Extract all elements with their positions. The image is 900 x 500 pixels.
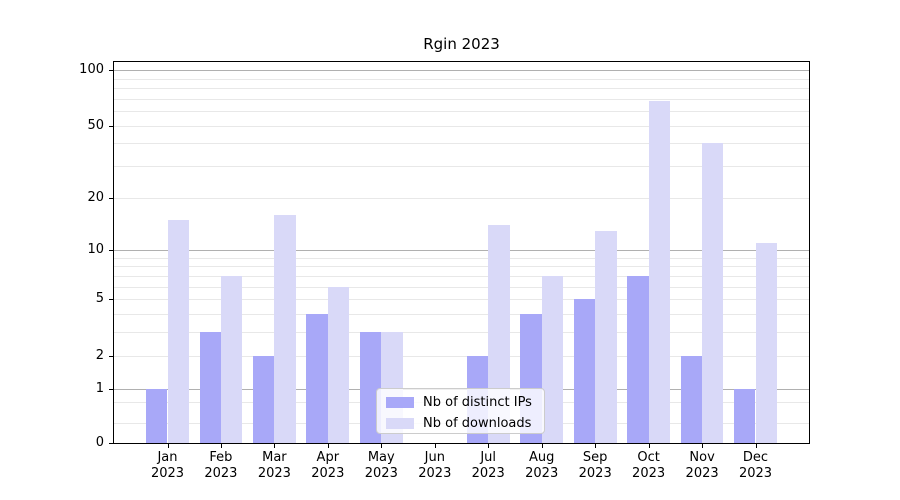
x-tick-label-may: May 2023	[364, 450, 398, 481]
y-tick-100	[109, 70, 113, 72]
y-tick-0	[109, 443, 113, 444]
x-tick-label-oct: Oct 2023	[632, 450, 666, 481]
bar-ips-mar	[253, 355, 275, 443]
x-tick-jan	[167, 444, 169, 448]
x-tick-label-jul: Jul 2023	[471, 450, 505, 481]
y-tick-1	[109, 388, 113, 390]
x-tick-oct	[648, 444, 650, 448]
bar-downloads-oct	[648, 101, 670, 443]
bar-downloads-sep	[595, 230, 617, 443]
x-tick-mar	[274, 444, 276, 448]
gridline-major-10	[114, 250, 809, 252]
y-tick-label-2: 2	[95, 347, 104, 363]
bar-downloads-nov	[702, 143, 724, 443]
gridline-major-100	[114, 70, 809, 72]
legend-label-downloads: Nb of downloads	[423, 415, 532, 431]
bar-ips-jan	[146, 388, 168, 443]
gridline-minor-80	[114, 88, 809, 90]
legend-swatch-distinct-ips	[386, 396, 414, 408]
y-tick-2	[109, 355, 113, 357]
plot-area	[113, 61, 810, 444]
x-tick-label-dec: Dec 2023	[738, 450, 773, 481]
y-tick-50	[109, 125, 113, 127]
x-tick-jun	[434, 444, 436, 448]
x-tick-label-jun: Jun 2023	[418, 450, 452, 481]
x-tick-dec	[755, 444, 757, 448]
y-tick-label-5: 5	[95, 291, 104, 307]
legend-entry-distinct-ips: Nb of distinct IPs	[386, 394, 532, 410]
legend: Nb of distinct IPs Nb of downloads	[376, 388, 545, 434]
bar-ips-nov	[680, 355, 703, 443]
y-tick-10	[109, 250, 113, 252]
y-tick-label-100: 100	[79, 62, 104, 78]
gridline-minor-90	[114, 78, 809, 80]
y-tick-5	[109, 299, 113, 301]
gridline-minor-4	[114, 314, 809, 316]
bar-downloads-feb	[220, 276, 243, 443]
chart-title: Rgin 2023	[423, 35, 500, 53]
gridline-minor-5	[114, 299, 809, 301]
legend-swatch-downloads	[386, 417, 414, 429]
gridline-minor-8	[114, 266, 809, 268]
gridline-minor-60	[114, 111, 809, 113]
x-tick-label-sep: Sep 2023	[578, 450, 612, 481]
y-tick-20	[109, 197, 113, 199]
x-tick-aug	[541, 444, 543, 448]
gridline-minor-6	[114, 286, 809, 288]
x-tick-jul	[488, 444, 490, 448]
bar-ips-oct	[627, 276, 649, 443]
gridline-minor-30	[114, 166, 809, 167]
gridline-minor-20	[114, 197, 809, 199]
y-tick-label-1: 1	[95, 380, 104, 396]
gridline-minor-70	[114, 98, 809, 100]
gridline-minor-50	[114, 125, 809, 127]
bar-downloads-mar	[274, 214, 296, 443]
y-tick-label-50: 50	[87, 117, 104, 133]
legend-label-distinct-ips: Nb of distinct IPs	[423, 394, 532, 410]
bar-ips-feb	[199, 332, 221, 443]
bar-downloads-jan	[167, 219, 189, 443]
x-tick-label-mar: Mar 2023	[257, 450, 291, 481]
y-tick-label-20: 20	[87, 189, 104, 205]
bar-ips-apr	[306, 314, 328, 443]
gridline-minor-40	[114, 143, 809, 145]
y-tick-label-10: 10	[87, 242, 104, 258]
bar-ips-sep	[573, 299, 596, 443]
bar-downloads-dec	[755, 243, 777, 443]
x-tick-label-nov: Nov 2023	[685, 450, 719, 481]
x-tick-label-aug: Aug 2023	[525, 450, 559, 481]
legend-entry-downloads: Nb of downloads	[386, 415, 532, 431]
x-tick-label-apr: Apr 2023	[311, 450, 345, 481]
bar-ips-may	[359, 332, 382, 443]
bar-downloads-aug	[541, 276, 564, 443]
x-tick-sep	[595, 444, 597, 448]
gridline-minor-3	[114, 332, 809, 334]
gridline-minor-2	[114, 355, 809, 357]
gridline-minor-7	[114, 276, 809, 277]
bar-downloads-apr	[327, 286, 350, 443]
y-tick-label-0: 0	[95, 435, 104, 450]
x-tick-may	[381, 444, 383, 448]
x-tick-nov	[702, 444, 704, 448]
bar-ips-dec	[734, 388, 756, 443]
x-tick-feb	[220, 444, 222, 448]
gridline-minor-9	[114, 257, 809, 259]
x-tick-apr	[327, 444, 329, 448]
x-tick-label-feb: Feb 2023	[204, 450, 238, 481]
x-tick-label-jan: Jan 2023	[150, 450, 185, 481]
